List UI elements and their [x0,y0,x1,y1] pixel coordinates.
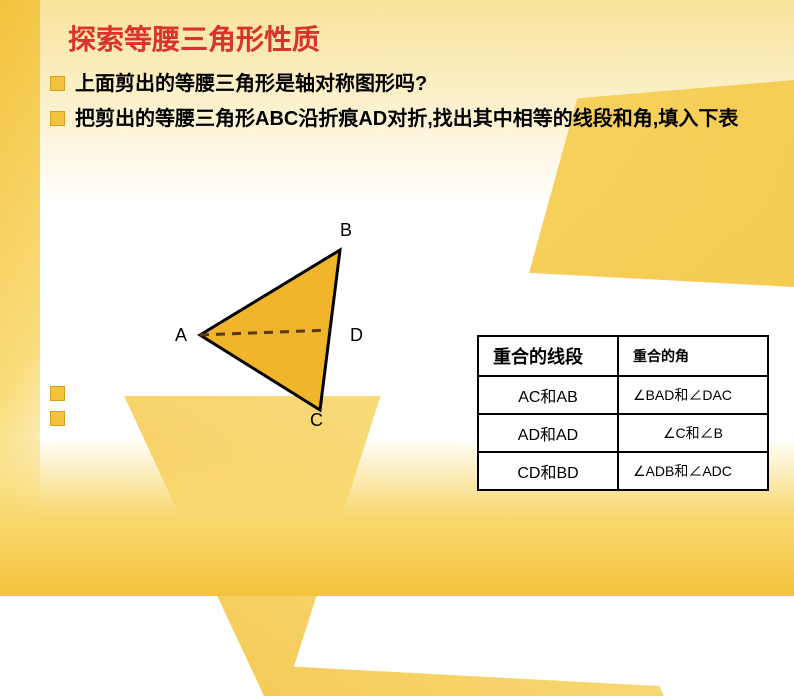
table-header-row: 重合的线段 重合的角 [478,336,768,376]
bullet-item: 把剪出的等腰三角形ABC沿折痕AD对折,找出其中相等的线段和角,填入下表 [50,105,764,134]
table-cell: AC和AB [478,376,618,414]
triangle-svg [180,230,400,430]
results-table-wrap: 重合的线段 重合的角 AC和AB ∠BAD和∠DAC AD和AD ∠C和∠B C… [477,335,769,491]
bullet-text: 上面剪出的等腰三角形是轴对称图形吗? [75,70,427,99]
vertex-label-a: A [175,325,187,346]
table-row: AD和AD ∠C和∠B [478,414,768,452]
table-cell: CD和BD [478,452,618,490]
slide-content: 探索等腰三角形性质 上面剪出的等腰三角形是轴对称图形吗? 把剪出的等腰三角形AB… [0,0,794,134]
results-table: 重合的线段 重合的角 AC和AB ∠BAD和∠DAC AD和AD ∠C和∠B C… [477,335,769,491]
bullet-text: 把剪出的等腰三角形ABC沿折痕AD对折,找出其中相等的线段和角,填入下表 [75,105,738,134]
table-row: CD和BD ∠ADB和∠ADC [478,452,768,490]
table-header: 重合的线段 [478,336,618,376]
triangle-diagram: A B C D [180,230,400,430]
bullet-square-icon [50,76,65,91]
table-row: AC和AB ∠BAD和∠DAC [478,376,768,414]
vertex-label-d: D [350,325,363,346]
table-cell: ∠ADB和∠ADC [618,452,768,490]
table-cell: AD和AD [478,414,618,452]
vertex-label-b: B [340,220,352,241]
vertex-label-c: C [310,410,323,431]
table-header: 重合的角 [618,336,768,376]
table-cell: ∠C和∠B [618,414,768,452]
bullet-square-icon [50,386,65,401]
table-cell: ∠BAD和∠DAC [618,376,768,414]
extra-bullet-markers [50,380,75,436]
slide-title: 探索等腰三角形性质 [68,18,764,58]
bullet-item: 上面剪出的等腰三角形是轴对称图形吗? [50,70,764,99]
bullet-square-icon [50,111,65,126]
bullet-square-icon [50,411,65,426]
